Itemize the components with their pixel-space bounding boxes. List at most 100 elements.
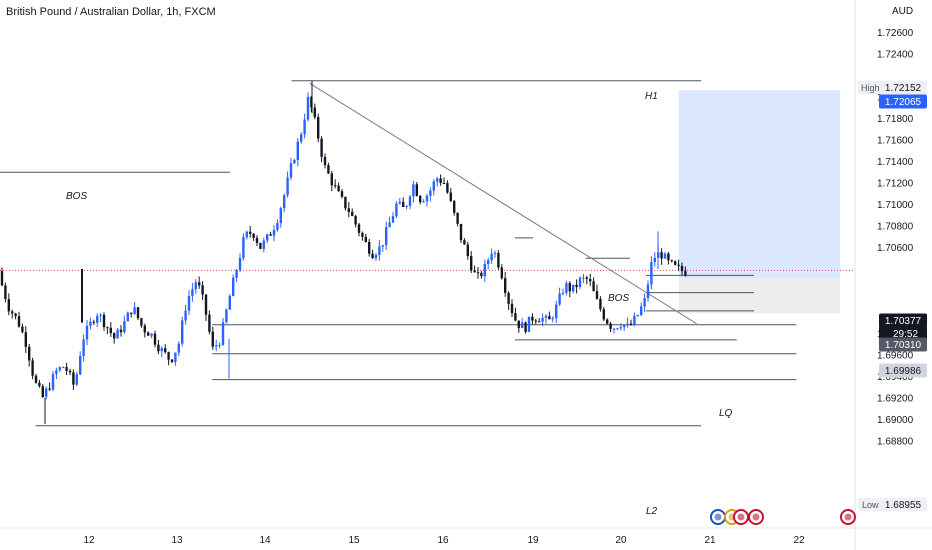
y-tick-label: 1.71400 — [877, 157, 914, 168]
candle-body — [38, 382, 41, 387]
candle-body — [313, 107, 316, 118]
candle-body — [106, 327, 109, 329]
candle-body — [636, 315, 639, 317]
candle-body — [181, 320, 184, 344]
current-price-bg — [879, 313, 927, 328]
annotation-bos-left: BOS — [66, 191, 87, 202]
candle-body — [643, 298, 646, 307]
candle-body — [663, 253, 667, 259]
candle-body — [7, 298, 10, 312]
candle-body — [599, 298, 602, 310]
candle-body — [487, 260, 490, 265]
candle-body — [68, 370, 72, 373]
annotation-bos-right: BOS — [608, 293, 629, 304]
currency-label: AUD — [892, 6, 913, 17]
candle-body — [470, 256, 473, 271]
candle-body — [368, 241, 371, 254]
y-tick-label: 1.69000 — [877, 415, 914, 426]
candle-body — [41, 386, 44, 397]
candle-body — [381, 245, 384, 247]
candle-body — [150, 333, 153, 336]
candle-body — [504, 278, 507, 293]
high-tag-bg — [858, 81, 882, 94]
candle-body — [24, 332, 27, 347]
candle-body — [354, 215, 357, 225]
trendline — [309, 82, 697, 325]
candle-body — [500, 267, 503, 279]
candle-body — [633, 315, 636, 325]
candle-body — [58, 367, 61, 371]
candle-body — [164, 348, 167, 353]
y-tick-label: 1.72400 — [877, 50, 914, 61]
candle-body — [198, 282, 201, 286]
candle-body — [674, 261, 677, 265]
candle-body — [524, 322, 527, 332]
high-value: 1.72152 — [885, 83, 922, 94]
candle-body — [388, 222, 391, 228]
candle-body — [300, 134, 303, 142]
y-tick-label: 1.71200 — [877, 179, 914, 190]
candle-body — [72, 372, 75, 385]
high-value-bg — [879, 80, 927, 95]
candle-body — [456, 212, 459, 224]
candle-body — [119, 329, 123, 333]
candle-body — [109, 327, 112, 334]
y-tick-label: 1.71600 — [877, 136, 914, 147]
candle-body — [92, 321, 95, 323]
candle-body — [640, 306, 643, 316]
candle-body — [568, 283, 571, 292]
event-flag-dot — [737, 513, 745, 521]
candle-body — [4, 285, 7, 299]
candle-body — [225, 309, 228, 323]
candle-body — [408, 196, 412, 206]
candle-body — [85, 325, 89, 340]
stop-zone — [678, 278, 840, 314]
candle-body — [276, 223, 279, 230]
x-tick-label: 19 — [527, 535, 539, 546]
x-tick-label: 15 — [348, 535, 360, 546]
candle-body — [374, 254, 378, 259]
candle-body — [531, 316, 534, 321]
candle-body — [510, 303, 514, 314]
target-price: 1.72065 — [885, 97, 922, 108]
candle-body — [208, 314, 211, 332]
candle-body — [242, 237, 245, 259]
candle-body — [116, 329, 119, 339]
candle-body — [286, 177, 289, 196]
candle-body — [371, 253, 374, 259]
x-tick-label: 14 — [259, 535, 271, 546]
target-zone — [678, 90, 840, 279]
y-tick-label: 1.68800 — [877, 436, 914, 447]
candle-body — [534, 320, 537, 322]
candle-body — [113, 333, 116, 339]
candle-body — [439, 178, 442, 183]
candle-body — [677, 264, 680, 266]
candle-body — [660, 252, 663, 259]
candle-body — [45, 388, 48, 397]
x-tick-label: 20 — [615, 535, 627, 546]
candle-body — [170, 359, 174, 362]
candle-body — [320, 138, 323, 157]
candle-body — [201, 285, 204, 295]
event-flag-dot — [752, 513, 760, 521]
candle-body — [126, 312, 129, 322]
candle-body — [412, 184, 415, 197]
candle-body — [585, 277, 588, 280]
candle-body — [143, 325, 146, 333]
candle-body — [344, 196, 347, 209]
candle-body — [218, 344, 221, 346]
low-tag-label: Low — [862, 500, 879, 510]
candle-body — [28, 346, 31, 361]
candle-body — [249, 231, 252, 234]
candle-body — [266, 234, 269, 241]
x-tick-label: 22 — [793, 535, 805, 546]
x-tick-label: 13 — [171, 535, 183, 546]
candle-body — [79, 356, 82, 375]
y-tick-label: 1.71000 — [877, 200, 914, 211]
candle-body — [310, 96, 313, 108]
candle-body — [538, 321, 541, 323]
candle-body — [667, 253, 670, 261]
candle-body — [548, 316, 551, 320]
candle-body — [391, 216, 395, 223]
